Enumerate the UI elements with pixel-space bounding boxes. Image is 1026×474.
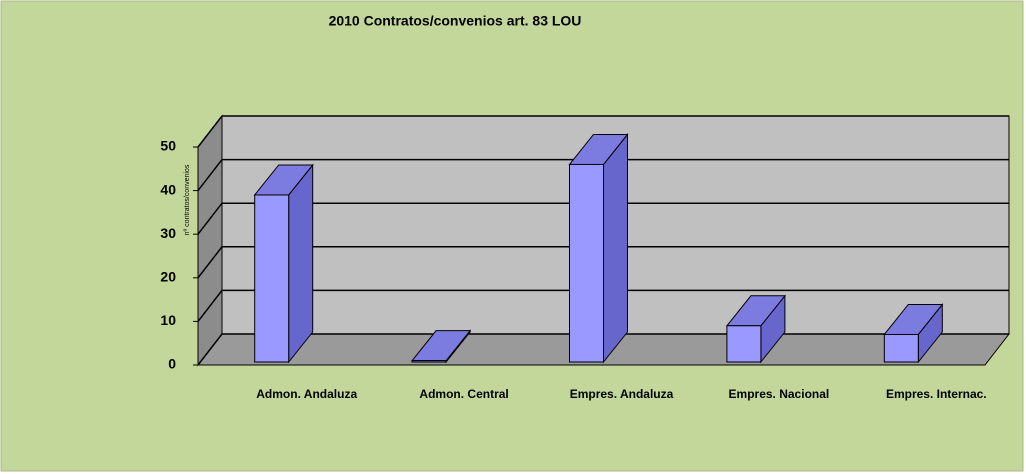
bar: [254, 194, 290, 363]
bar: [569, 163, 604, 363]
y-tick-label: 40: [160, 181, 176, 197]
grid-line: [197, 289, 1009, 322]
chart-title: 2010 Contratos/convenios art. 83 LOU: [329, 13, 582, 29]
y-tick-label: 20: [160, 269, 176, 285]
y-tick-label: 0: [168, 356, 176, 372]
x-tick-label: Empres. Andaluza: [570, 387, 674, 401]
x-tick-label: Admon. Andaluza: [256, 387, 357, 401]
grid-line: [197, 158, 1009, 192]
grid-line: [197, 115, 1009, 148]
x-tick-label: Empres. Nacional: [729, 387, 830, 401]
grid-line: [197, 246, 1009, 279]
bar: [411, 360, 447, 363]
left-wall: [197, 114, 223, 367]
y-axis-label: nº contratos/convenios: [184, 164, 191, 235]
x-tick-label: Admon. Central: [419, 387, 508, 401]
y-tick-label: 50: [160, 138, 176, 154]
x-tick-label: Empres. Internac.: [886, 387, 987, 401]
bar: [726, 325, 762, 363]
y-tick-label: 30: [160, 225, 176, 241]
bar-side: [288, 163, 314, 364]
y-tick-label: 10: [160, 312, 176, 328]
grid-line: [197, 202, 1009, 235]
bar-side: [603, 133, 628, 364]
bar: [883, 333, 919, 363]
